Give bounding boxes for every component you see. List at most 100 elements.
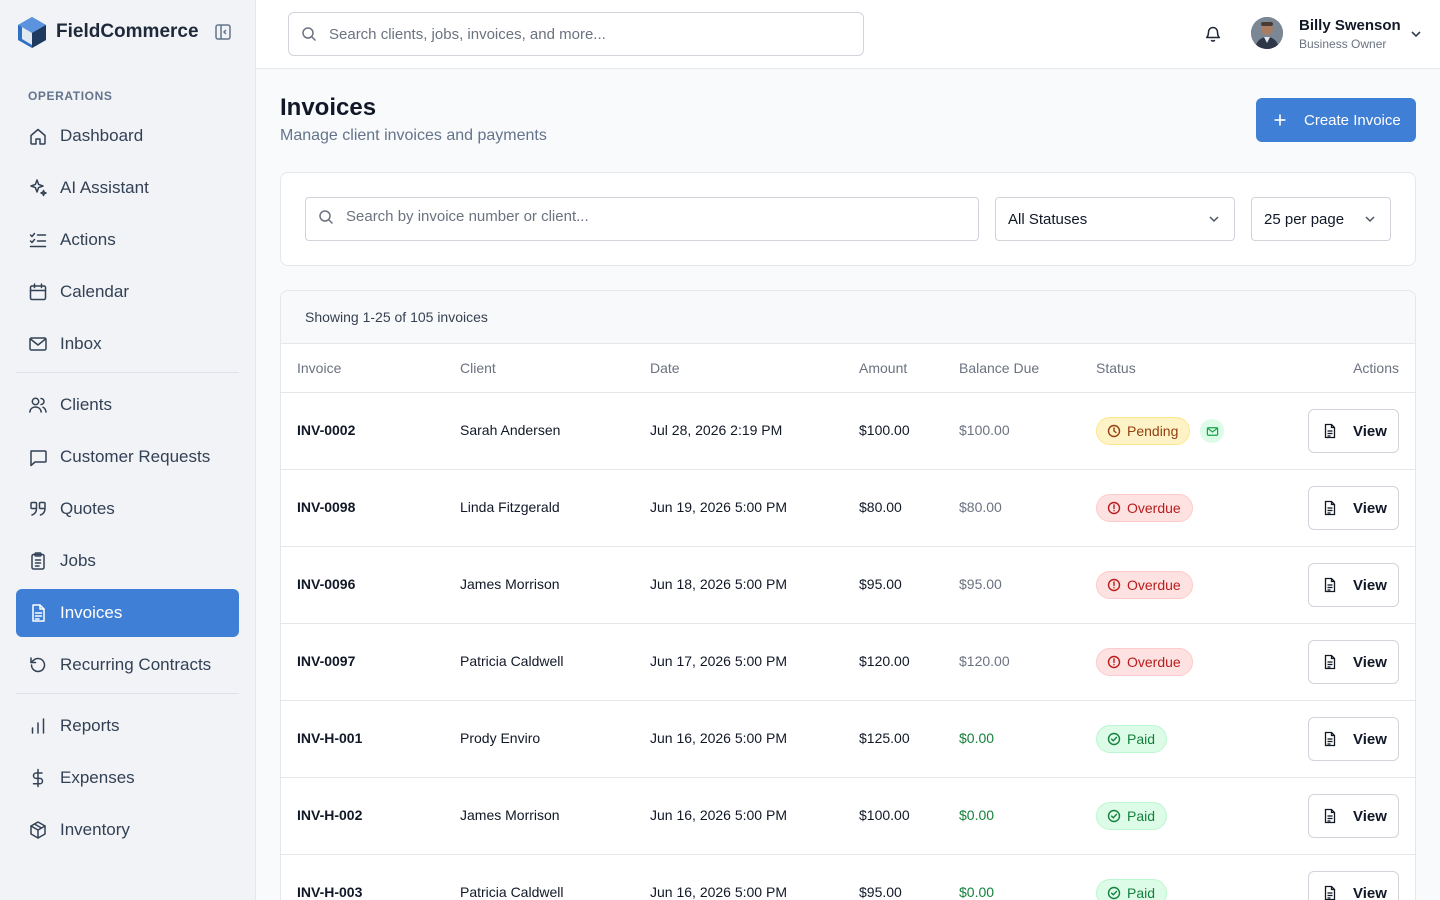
view-invoice-button[interactable]: View [1308,794,1399,838]
global-search[interactable] [288,12,864,56]
clock-icon [1107,424,1121,438]
sidebar-item-inventory[interactable]: Inventory [16,806,239,854]
invoice-number[interactable]: INV-0096 [297,576,356,592]
client-name: Patricia Caldwell [460,653,564,669]
sidebar-item-ai-assistant[interactable]: AI Assistant [16,164,239,212]
view-label: View [1353,807,1387,825]
column-header-actions: Actions [1353,360,1399,376]
brand-name: FieldCommerce [56,21,199,42]
invoice-number[interactable]: INV-0098 [297,499,356,515]
create-invoice-button[interactable]: Create Invoice [1256,98,1416,142]
search-icon [302,27,317,42]
invoice-amount: $125.00 [859,730,910,746]
sidebar-item-actions[interactable]: Actions [16,216,239,264]
client-name: Patricia Caldwell [460,884,564,900]
column-header-client[interactable]: Client [460,360,496,376]
filter-card: All Statuses 25 per page [280,172,1416,266]
sidebar-item-jobs[interactable]: Jobs [16,537,239,585]
file-text-icon [32,604,45,622]
invoice-amount: $95.00 [859,576,902,592]
column-header-invoice[interactable]: Invoice [297,360,342,376]
sidebar-item-expenses[interactable]: Expenses [16,754,239,802]
sidebar-item-quotes[interactable]: Quotes [16,485,239,533]
collapse-sidebar-icon[interactable] [214,23,232,41]
sidebar-item-reports[interactable]: Reports [16,702,239,750]
invoice-number[interactable]: INV-H-002 [297,807,363,823]
sidebar-item-clients[interactable]: Clients [16,381,239,429]
sidebar-item-inbox[interactable]: Inbox [16,320,239,368]
view-invoice-button[interactable]: View [1308,717,1399,761]
table-row[interactable]: INV-0096 James Morrison Jun 18, 2026 5:00 … [281,547,1415,624]
table-row[interactable]: INV-H-003 Patricia Caldwell Jun 16, 2026 5… [281,855,1415,900]
invoice-date: Jun 18, 2026 5:00 PM [650,576,787,592]
sidebar-item-invoices[interactable]: Invoices [16,589,239,637]
view-label: View [1353,499,1387,517]
sidebar-item-customer-requests[interactable]: Customer Requests [16,433,239,481]
avatar[interactable] [1251,17,1283,49]
invoice-number[interactable]: INV-H-003 [297,884,363,900]
column-header-status[interactable]: Status [1096,360,1136,376]
table-row[interactable]: INV-H-002 James Morrison Jun 16, 2026 5:00… [281,778,1415,855]
nav-divider [16,372,239,373]
user-name[interactable]: Billy Swenson [1299,17,1401,34]
mail-icon [1206,426,1218,436]
status-label: Paid [1127,731,1156,747]
table-row[interactable]: INV-H-001 Prody Enviro Jun 16, 2026 5:00 P… [281,701,1415,778]
view-invoice-button[interactable]: View [1308,563,1399,607]
invoice-date: Jun 16, 2026 5:00 PM [650,807,787,823]
chevron-down-icon[interactable] [1409,27,1423,41]
view-invoice-button[interactable]: View [1308,486,1399,530]
table-row[interactable]: INV-0097 Patricia Caldwell Jun 17, 2026 5:… [281,624,1415,701]
status-filter-select[interactable]: All Statuses [995,197,1235,241]
invoice-date: Jun 17, 2026 5:00 PM [650,653,787,669]
search-icon [319,210,334,225]
view-invoice-button[interactable]: View [1308,871,1399,900]
column-header-date[interactable]: Date [650,360,680,376]
invoice-amount: $120.00 [859,653,910,669]
file-text-icon [1324,808,1336,824]
clipboard-icon [31,552,45,570]
invoice-date: Jun 19, 2026 5:00 PM [650,499,787,515]
per-page-value: 25 per page [1264,210,1345,228]
invoice-search-input[interactable] [346,208,946,225]
balance-due: $80.00 [959,499,1002,515]
invoice-number[interactable]: INV-H-001 [297,730,363,746]
quote-icon [30,501,46,516]
sidebar-item-recurring-contracts[interactable]: Recurring Contracts [16,641,239,689]
sidebar: FieldCommerce OPERATIONS Dashboard AI Ass… [0,0,256,900]
invoice-amount: $100.00 [859,807,910,823]
view-invoice-button[interactable]: View [1308,409,1399,453]
sidebar-item-label: Actions [60,230,116,249]
invoice-number[interactable]: INV-0097 [297,653,356,669]
column-header-balance-due[interactable]: Balance Due [959,360,1040,376]
invoice-number[interactable]: INV-0002 [297,422,356,438]
global-search-input[interactable] [329,25,829,43]
emailed-indicator [1200,419,1224,443]
status-badge: Overdue [1096,571,1193,599]
column-header-amount[interactable]: Amount [859,360,908,376]
table-summary: Showing 1-25 of 105 invoices [281,291,1415,344]
bell-icon[interactable] [1204,25,1222,43]
status-label: Pending [1127,423,1179,439]
sidebar-item-label: AI Assistant [60,178,149,197]
per-page-select[interactable]: 25 per page [1251,197,1391,241]
sidebar-item-dashboard[interactable]: Dashboard [16,112,239,160]
alert-circle-icon [1107,501,1121,515]
invoice-date: Jun 16, 2026 5:00 PM [650,884,787,900]
sidebar-item-calendar[interactable]: Calendar [16,268,239,316]
invoices-table: Showing 1-25 of 105 invoices Invoice Cli… [280,290,1416,900]
list-checks-icon [29,232,47,248]
table-row[interactable]: INV-0098 Linda Fitzgerald Jun 19, 2026 5:0… [281,470,1415,547]
sidebar-item-label: Expenses [60,768,135,787]
chevron-down-icon [1365,216,1375,223]
view-label: View [1353,422,1387,440]
brand[interactable]: FieldCommerce [18,16,199,48]
table-row[interactable]: INV-0002 Sarah Andersen Jul 28, 2026 2:19 … [281,393,1415,470]
file-text-icon [1324,423,1336,439]
view-invoice-button[interactable]: View [1308,640,1399,684]
sidebar-item-label: Jobs [60,551,96,570]
invoice-search[interactable] [305,197,979,241]
balance-due: $95.00 [959,576,1002,592]
sidebar-item-label: Dashboard [60,126,144,145]
logo-icon [18,16,46,48]
